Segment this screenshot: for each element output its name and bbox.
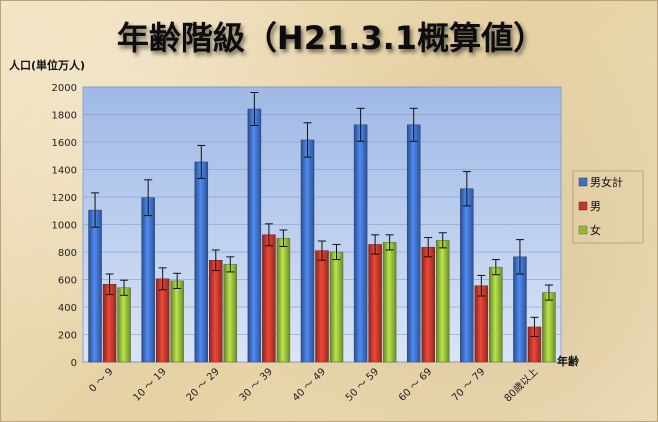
legend-frame xyxy=(572,170,644,244)
bar-total xyxy=(353,124,368,363)
bars xyxy=(88,92,556,363)
bar-total xyxy=(460,188,474,363)
bar-female xyxy=(170,280,184,363)
bar-male xyxy=(421,246,435,363)
x-tick-label: 80歳以上 xyxy=(502,366,541,405)
legend-swatch xyxy=(578,201,588,211)
bar-total xyxy=(406,124,421,363)
legend-swatch xyxy=(578,225,588,235)
y-tick-labels: 0 200 400 600 800 1000 1200 1400 1600 1800 2000 xyxy=(52,83,77,369)
y-tick-label: 1800 xyxy=(52,111,77,122)
x-tick-label: 60 ～ 69 xyxy=(397,366,434,403)
y-tick-label: 400 xyxy=(58,303,77,314)
bar-female xyxy=(489,266,503,363)
y-tick-label: 200 xyxy=(58,331,77,342)
y-tick-label: 600 xyxy=(58,276,77,287)
x-tick-label: 40 ～ 49 xyxy=(291,366,328,403)
y-tick-label: 0 xyxy=(71,358,77,369)
x-tick-label: 50 ～ 59 xyxy=(344,366,381,403)
x-tick-label: 0 ～ 9 xyxy=(87,366,115,394)
legend-swatch xyxy=(578,177,588,187)
bar-female xyxy=(542,292,556,363)
bar-male xyxy=(262,234,276,363)
legend-entry: 男 xyxy=(590,200,601,213)
bar-male xyxy=(155,278,170,363)
bar-male xyxy=(474,285,489,363)
bar-total xyxy=(300,139,315,363)
bar-male xyxy=(209,260,223,363)
x-tick-label: 30 ～ 39 xyxy=(238,366,275,403)
bar-total xyxy=(141,197,155,363)
y-tick-label: 1600 xyxy=(52,138,77,149)
legend-entry: 男女計 xyxy=(590,175,623,189)
x-tick-label: 70 ～ 79 xyxy=(450,366,487,403)
chart-title: 年齢階級（H21.3.1概算値） xyxy=(117,19,545,57)
bar-female xyxy=(276,238,291,363)
y-tick-label: 1000 xyxy=(52,221,77,232)
bar-total xyxy=(88,209,102,363)
y-tick-label: 1200 xyxy=(52,193,77,204)
x-axis-label: 年齢 xyxy=(557,354,580,368)
bar-male xyxy=(368,244,382,363)
bar-total xyxy=(194,161,209,363)
y-tick-label: 800 xyxy=(58,248,77,259)
y-tick-label: 1400 xyxy=(52,166,77,177)
x-tick-labels: 0 ～ 9 10 ～ 19 20 ～ 29 30 ～ 39 40 ～ 49 50 ～ 59… xyxy=(87,366,540,405)
bar-female xyxy=(223,264,238,363)
bar-female xyxy=(117,287,131,363)
bar-male xyxy=(102,284,117,363)
bar-female xyxy=(329,251,344,363)
bar-female xyxy=(435,240,450,363)
x-tick-label: 20 ～ 29 xyxy=(185,366,222,403)
y-axis-label: 人口(単位万人) xyxy=(9,58,85,72)
x-tick-label: 10 ～ 19 xyxy=(131,366,168,403)
bar-male xyxy=(315,250,329,363)
y-tick-label: 2000 xyxy=(52,83,77,94)
bar-total xyxy=(247,108,262,363)
bar-female xyxy=(382,242,397,363)
legend-entry: 女 xyxy=(590,223,601,237)
